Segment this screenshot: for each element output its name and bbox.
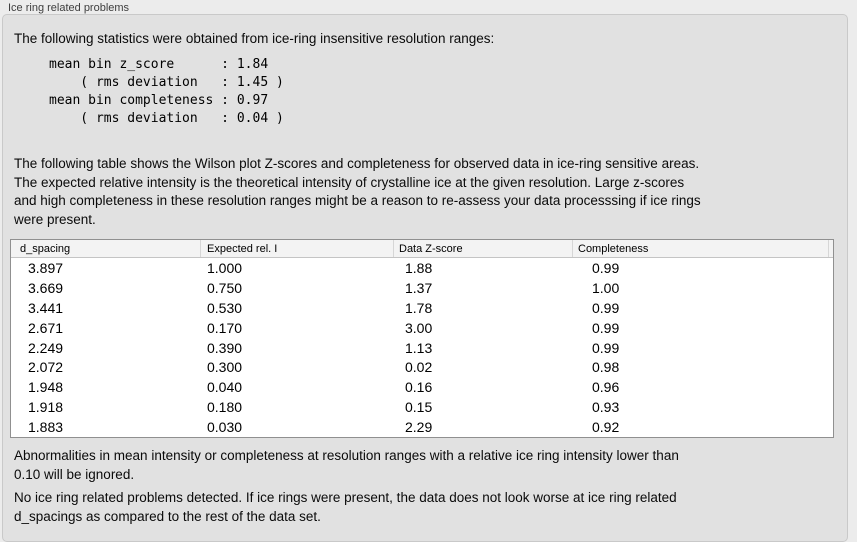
table-body: 3.897 1.000 1.88 0.99 3.669 0.750 1.37 1.00 3.44… (11, 258, 833, 437)
text-line: The following table shows the Wilson plo… (14, 156, 700, 171)
text-line: 0.10 will be ignored. (14, 466, 135, 482)
column-header-completeness[interactable]: Completeness (573, 240, 829, 257)
table-cell: 1.37 (405, 279, 433, 296)
table-row[interactable]: 1.918 0.180 0.15 0.93 (11, 397, 833, 417)
text-line: mean bin completeness : 0.97 (49, 93, 269, 108)
table-cell: 0.99 (592, 299, 620, 316)
table-row[interactable]: 3.897 1.000 1.88 0.99 (11, 258, 833, 278)
table-cell: 0.98 (592, 359, 620, 376)
description-text: The following table shows the Wilson plo… (14, 155, 701, 229)
table-cell: 1.78 (405, 299, 433, 316)
table-cell: 0.93 (592, 399, 620, 416)
text-line: were present. (14, 211, 96, 227)
table-cell: 0.92 (592, 419, 620, 436)
table-cell: 0.040 (207, 379, 243, 396)
column-header-expected-rel-i[interactable]: Expected rel. I (201, 240, 394, 257)
table-cell: 0.530 (207, 299, 243, 316)
table-row[interactable]: 2.072 0.300 0.02 0.98 (11, 357, 833, 377)
text-line: The expected relative intensity is the t… (14, 174, 685, 190)
table-cell: 3.00 (405, 319, 433, 336)
table-header: d_spacing Expected rel. I Data Z-score Comp… (11, 240, 833, 258)
groupbox-title: Ice ring related problems (8, 2, 130, 14)
table-cell: 1.883 (28, 419, 64, 436)
text-line: No ice ring related problems detected. I… (14, 490, 677, 505)
table-cell: 0.180 (207, 399, 243, 416)
table-cell: 1.918 (28, 399, 64, 416)
table-cell: 2.072 (28, 359, 64, 376)
table-cell: 0.750 (207, 279, 243, 296)
table-cell: 0.99 (592, 259, 620, 276)
table-cell: 0.300 (207, 359, 243, 376)
table-cell: 2.671 (28, 319, 64, 336)
table-cell: 0.02 (405, 359, 433, 376)
table-row[interactable]: 1.883 0.030 2.29 0.92 (11, 417, 833, 437)
column-header-filler (829, 240, 833, 257)
table-row[interactable]: 2.671 0.170 3.00 0.99 (11, 318, 833, 338)
text-line: Abnormalities in mean intensity or compl… (14, 448, 679, 463)
footnote-text: Abnormalities in mean intensity or compl… (14, 447, 679, 484)
table-cell: 3.441 (28, 299, 64, 316)
table-cell: 1.13 (405, 339, 433, 356)
table-cell: 0.96 (592, 379, 620, 396)
table-cell: 2.249 (28, 339, 64, 356)
stats-block: mean bin z_score : 1.84 ( rms deviation … (49, 56, 284, 128)
conclusion-text: No ice ring related problems detected. I… (14, 489, 677, 526)
table-cell: 0.390 (207, 339, 243, 356)
table-cell: 0.16 (405, 379, 433, 396)
text-line: ( rms deviation : 0.04 ) (49, 111, 284, 126)
table-cell: 2.29 (405, 419, 433, 436)
table-row[interactable]: 1.948 0.040 0.16 0.96 (11, 377, 833, 397)
text-line: and high completeness in these resolutio… (14, 193, 701, 209)
text-line: ( rms deviation : 1.45 ) (49, 75, 284, 90)
column-header-d-spacing[interactable]: d_spacing (11, 240, 201, 257)
ice-ring-table: d_spacing Expected rel. I Data Z-score Comp… (10, 239, 834, 438)
table-cell: 3.669 (28, 279, 64, 296)
table-cell: 0.15 (405, 399, 433, 416)
table-cell: 1.00 (592, 279, 620, 296)
table-cell: 0.030 (207, 419, 243, 436)
text-line: d_spacings as compared to the rest of th… (14, 508, 321, 524)
table-row[interactable]: 3.669 0.750 1.37 1.00 (11, 278, 833, 298)
table-cell: 0.99 (592, 339, 620, 356)
column-header-data-z-score[interactable]: Data Z-score (394, 240, 573, 257)
intro-text: The following statistics were obtained f… (14, 31, 495, 46)
table-cell: 1.000 (207, 259, 243, 276)
ice-ring-panel: The following statistics were obtained f… (2, 14, 848, 542)
table-cell: 3.897 (28, 259, 64, 276)
table-row[interactable]: 2.249 0.390 1.13 0.99 (11, 338, 833, 358)
table-cell: 0.170 (207, 319, 243, 336)
text-line: mean bin z_score : 1.84 (49, 57, 269, 72)
table-cell: 1.88 (405, 259, 433, 276)
table-cell: 0.99 (592, 319, 620, 336)
table-cell: 1.948 (28, 379, 64, 396)
table-row[interactable]: 3.441 0.530 1.78 0.99 (11, 298, 833, 318)
